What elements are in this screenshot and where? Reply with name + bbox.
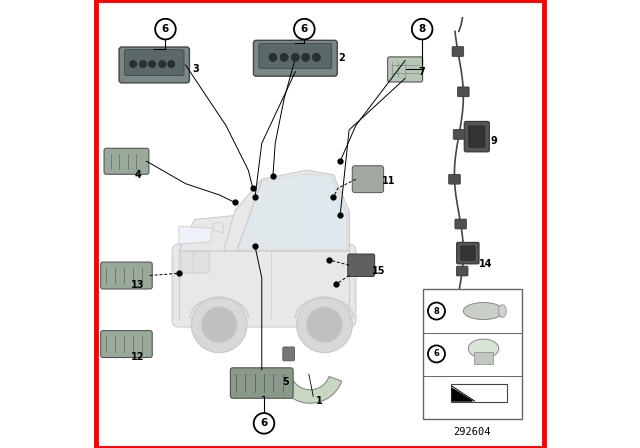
FancyBboxPatch shape <box>453 365 465 375</box>
Circle shape <box>191 297 247 353</box>
FancyBboxPatch shape <box>461 246 475 260</box>
Text: 1: 1 <box>316 396 323 406</box>
Text: 3: 3 <box>192 65 199 74</box>
FancyBboxPatch shape <box>100 262 152 289</box>
Text: 4: 4 <box>134 170 141 180</box>
Polygon shape <box>237 174 347 250</box>
FancyBboxPatch shape <box>474 352 493 364</box>
Text: 11: 11 <box>382 177 396 186</box>
FancyBboxPatch shape <box>253 40 337 76</box>
Circle shape <box>412 19 433 39</box>
Text: 9: 9 <box>490 136 497 146</box>
Polygon shape <box>452 388 472 401</box>
Text: 13: 13 <box>131 280 144 290</box>
Circle shape <box>294 19 315 39</box>
Circle shape <box>280 53 288 61</box>
Text: 12: 12 <box>131 352 144 362</box>
FancyBboxPatch shape <box>172 244 356 327</box>
Circle shape <box>159 60 166 68</box>
Text: 7: 7 <box>419 67 426 77</box>
FancyBboxPatch shape <box>458 87 469 97</box>
Text: 292604: 292604 <box>454 427 491 437</box>
FancyBboxPatch shape <box>119 47 189 83</box>
FancyBboxPatch shape <box>352 166 383 193</box>
FancyBboxPatch shape <box>464 121 490 152</box>
FancyBboxPatch shape <box>452 47 464 56</box>
FancyBboxPatch shape <box>449 174 460 184</box>
FancyBboxPatch shape <box>451 384 507 402</box>
Polygon shape <box>179 226 212 244</box>
FancyBboxPatch shape <box>283 347 294 361</box>
FancyBboxPatch shape <box>193 251 209 273</box>
Polygon shape <box>307 174 347 250</box>
FancyBboxPatch shape <box>259 43 332 69</box>
Text: 6: 6 <box>433 349 440 358</box>
Circle shape <box>312 53 321 61</box>
FancyBboxPatch shape <box>388 57 422 82</box>
Circle shape <box>301 53 310 61</box>
Text: 6: 6 <box>260 418 268 428</box>
Text: 15: 15 <box>371 266 385 276</box>
Circle shape <box>253 413 275 434</box>
Text: 8: 8 <box>419 24 426 34</box>
Polygon shape <box>179 211 349 251</box>
FancyBboxPatch shape <box>230 368 293 398</box>
Polygon shape <box>223 170 349 251</box>
Circle shape <box>428 302 445 319</box>
Polygon shape <box>212 222 223 233</box>
FancyBboxPatch shape <box>457 242 479 264</box>
Circle shape <box>428 345 445 362</box>
FancyBboxPatch shape <box>100 331 152 358</box>
Circle shape <box>269 53 277 61</box>
Circle shape <box>129 60 137 68</box>
FancyBboxPatch shape <box>348 254 374 276</box>
Text: 5: 5 <box>282 377 289 387</box>
FancyBboxPatch shape <box>181 251 197 273</box>
Circle shape <box>155 19 176 39</box>
Ellipse shape <box>468 339 499 358</box>
Ellipse shape <box>463 302 504 319</box>
Text: 2: 2 <box>338 53 345 63</box>
Circle shape <box>307 307 342 343</box>
Polygon shape <box>278 376 342 403</box>
Circle shape <box>201 307 237 343</box>
FancyBboxPatch shape <box>423 289 522 419</box>
FancyBboxPatch shape <box>455 219 467 229</box>
FancyBboxPatch shape <box>104 148 149 174</box>
Text: 14: 14 <box>479 259 493 269</box>
FancyBboxPatch shape <box>453 129 465 139</box>
FancyBboxPatch shape <box>449 311 461 321</box>
Ellipse shape <box>499 305 506 317</box>
Circle shape <box>297 297 352 353</box>
FancyBboxPatch shape <box>456 266 468 276</box>
Circle shape <box>140 60 147 68</box>
Text: 6: 6 <box>301 24 308 34</box>
Text: 8: 8 <box>434 306 439 315</box>
FancyBboxPatch shape <box>468 126 485 147</box>
Circle shape <box>291 53 300 61</box>
Circle shape <box>148 60 156 68</box>
Circle shape <box>168 60 175 68</box>
FancyBboxPatch shape <box>124 50 184 76</box>
Text: 6: 6 <box>162 24 169 34</box>
